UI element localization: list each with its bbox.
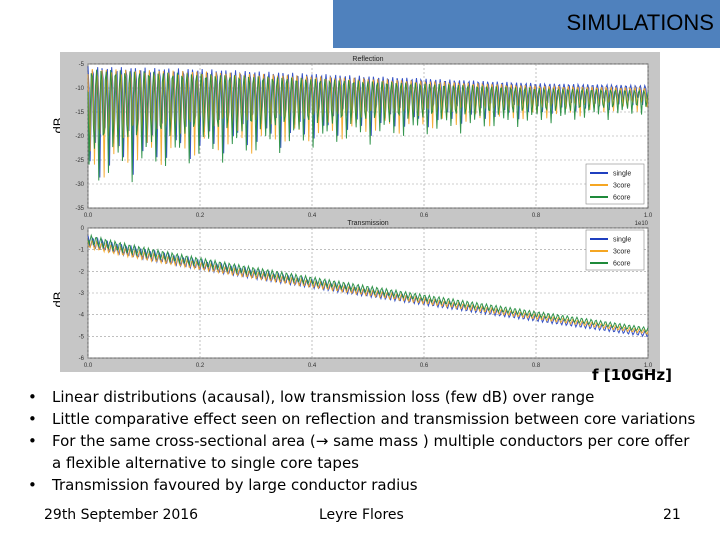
- y-tick-label: -30: [75, 182, 84, 188]
- y-tick-label: -20: [75, 134, 84, 140]
- y-tick-label: -25: [75, 158, 84, 164]
- y-tick-label: -15: [75, 110, 84, 116]
- bullet-list: • Linear distributions (acausal), low tra…: [28, 386, 698, 496]
- x-multiplier: 1e10: [635, 221, 649, 227]
- bullet-text: For the same cross-sectional area (→ sam…: [52, 432, 690, 472]
- plot-title: Reflection: [352, 56, 383, 63]
- footer-author: Leyre Flores: [319, 507, 404, 523]
- bullet-text: Little comparative effect seen on reflec…: [52, 410, 696, 428]
- y-tick-label: -5: [79, 334, 85, 340]
- y-tick-label: -4: [79, 313, 85, 319]
- title-bar: SIMULATIONS: [333, 0, 720, 48]
- chart-figure: 0.0 0.2 0.4 0.6 0.8 1.0-5-10-15-20-25-30-35Re…: [60, 52, 660, 372]
- y-tick-label: -10: [75, 86, 84, 92]
- y-tick-label: 0: [81, 226, 85, 232]
- x-tick-label: 0.6: [420, 213, 429, 219]
- y-tick-label: -3: [79, 291, 85, 297]
- legend-label-6core: 6core: [613, 195, 631, 202]
- bullet-item: • Little comparative effect seen on refle…: [28, 410, 696, 428]
- reflection-plot: 0.0 0.2 0.4 0.6 0.8 1.0 -5 -10 -15 -20 -25 -30 -35 Re…: [75, 56, 653, 227]
- legend: single 3core 6core: [585, 229, 645, 271]
- legend-label-3core: 3core: [613, 183, 631, 190]
- bullet-text: Linear distributions (acausal), low tran…: [52, 388, 595, 406]
- frequency-unit-label: f [10GHz]: [592, 366, 672, 384]
- x-tick-label: 0.2: [196, 213, 205, 219]
- legend-label-6core: 6core: [613, 261, 631, 268]
- slide-title: SIMULATIONS: [566, 10, 714, 35]
- bullet-item: • Linear distributions (acausal), low tra…: [28, 388, 595, 406]
- x-tick-label: 1.0: [644, 363, 653, 369]
- legend-label-3core: 3core: [613, 249, 631, 256]
- x-tick-label: 0.0: [84, 213, 93, 219]
- x-tick-label: 0.4: [308, 213, 317, 219]
- y-tick-label: -35: [75, 206, 84, 212]
- y-tick-label: -5: [79, 62, 85, 68]
- y-tick-label: -1: [79, 248, 85, 254]
- bullet-item: • Transmission favoured by large conducto…: [28, 476, 418, 494]
- transmission-plot: 0.0 0.2 0.4 0.6 0.8 1.0 0 -1 -2 -3 -4 -5 -6 Transmiss…: [79, 220, 653, 369]
- plot-title: Transmission: [347, 220, 388, 227]
- footer-page: 21: [663, 507, 681, 523]
- x-tick-label: 0.6: [420, 363, 429, 369]
- x-tick-label: 0.4: [308, 363, 317, 369]
- bullet-item: • For the same cross-sectional area (→ sa…: [28, 432, 690, 472]
- legend-label-single: single: [613, 171, 631, 178]
- legend-label-single: single: [613, 237, 631, 244]
- x-tick-label: 0.8: [532, 213, 541, 219]
- series-line-6core: [87, 233, 649, 333]
- footer-date: 29th September 2016: [44, 507, 199, 523]
- bullet-text: Transmission favoured by large conductor…: [52, 476, 418, 494]
- series-line-6core: [87, 69, 649, 183]
- x-tick-label: 0.2: [196, 363, 205, 369]
- y-tick-label: -2: [79, 269, 85, 275]
- legend: single 3core 6core: [585, 163, 645, 205]
- x-tick-label: 0.8: [532, 363, 541, 369]
- x-tick-label: 0.0: [84, 363, 93, 369]
- x-tick-label: 1.0: [644, 213, 653, 219]
- y-tick-label: -6: [79, 356, 85, 362]
